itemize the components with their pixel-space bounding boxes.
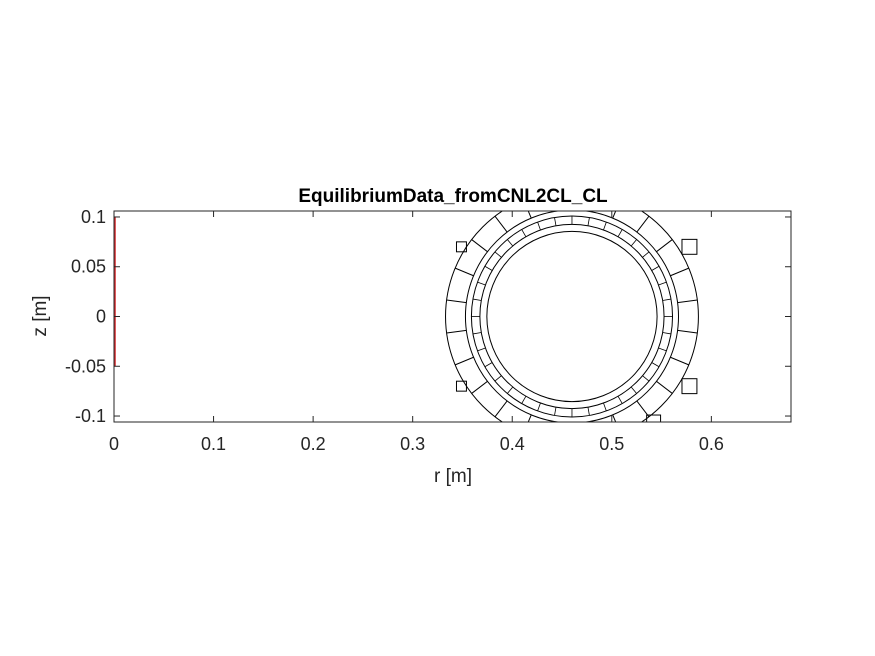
x-axis-label: r [m] (434, 466, 472, 487)
vessel-inner-segment-line (642, 251, 650, 258)
vessel-inner-segment-line (494, 251, 502, 258)
vessel-segment-line (612, 211, 617, 219)
vessel-inner-segment-line (477, 281, 486, 286)
vessel-segment-line (494, 215, 508, 233)
vessel-segment-line (494, 400, 508, 418)
x-tick-label: 0.5 (599, 434, 624, 454)
vessel-ring-5 (445, 211, 699, 422)
vessel-inner-segment-line (617, 229, 623, 237)
vessel-segment-line (612, 414, 617, 422)
vessel-inner-segment-line (494, 375, 502, 382)
y-tick-label: 0.1 (81, 207, 106, 227)
y-axis-label: z [m] (30, 295, 51, 336)
vessel-segment-line (670, 356, 689, 366)
vessel-segment-line (656, 380, 673, 394)
y-tick-label: -0.1 (75, 406, 106, 426)
vessel-segment-line (636, 215, 650, 233)
vessel-inner-segment-line (537, 221, 541, 231)
vessel-segment-line (636, 400, 650, 418)
vessel-segment-line (471, 380, 488, 394)
vessel-ring-4 (464, 211, 679, 422)
vessel-segment-line (446, 329, 467, 334)
vessel-segment-line (527, 211, 532, 219)
vessel-inner-segment-line (603, 402, 607, 412)
vessel-inner-segment-line (617, 396, 623, 404)
vessel-inner-segment-line (472, 298, 482, 301)
vessel-inner-segment-line (507, 386, 514, 394)
vessel-inner-segment-line (472, 332, 482, 335)
chart-title: EquilibriumData_fromCNL2CL_CL (298, 186, 608, 207)
vessel-inner-segment-line (554, 407, 557, 416)
vessel-segment-line (471, 239, 488, 253)
y-tick-label: 0 (96, 307, 106, 327)
vessel-inner-segment-line (477, 347, 486, 352)
coil-5 (646, 414, 662, 422)
vessel-inner-segment-line (587, 217, 590, 226)
vessel-ring-1 (486, 230, 658, 403)
vessel-inner-segment-line (658, 281, 667, 286)
vessel-inner-segment-line (587, 407, 590, 416)
vessel-inner-segment-line (651, 362, 660, 368)
vessel-inner-segment-line (662, 298, 672, 301)
vessel-segment-line (446, 299, 467, 304)
x-tick-label: 0.4 (500, 434, 525, 454)
coil-1 (455, 241, 467, 253)
vessel-segment-line (454, 267, 474, 277)
coil-3 (681, 238, 698, 255)
x-tick-label: 0 (109, 434, 119, 454)
x-tick-label: 0.3 (400, 434, 425, 454)
vessel-inner-segment-line (521, 229, 527, 237)
vessel-segment-line (677, 329, 698, 334)
plot-area (114, 211, 699, 422)
y-tick-label: 0.05 (71, 257, 106, 277)
y-tick-label: -0.05 (65, 356, 106, 376)
x-tick-label: 0.6 (699, 434, 724, 454)
vessel-inner-segment-line (662, 332, 672, 335)
vessel-inner-segment-line (630, 239, 637, 247)
vessel-inner-segment-line (658, 347, 667, 352)
vessel-inner-segment-line (642, 375, 650, 382)
vessel-inner-segment-line (630, 386, 637, 394)
vessel-inner-segment-line (537, 402, 541, 412)
vessel-inner-segment-line (521, 396, 527, 404)
vessel-inner-segment-line (554, 217, 557, 226)
vessel-inner-segment-line (507, 239, 514, 247)
vessel-inner-segment-line (651, 265, 660, 271)
vessel-segment-line (527, 414, 532, 422)
vessel-segment-line (677, 299, 698, 304)
vessel-segment-line (670, 267, 689, 277)
vessel-inner-segment-line (484, 362, 493, 368)
x-tick-label: 0.2 (301, 434, 326, 454)
x-tick-label: 0.1 (201, 434, 226, 454)
coil-2 (455, 380, 467, 392)
vessel-segment-line (656, 239, 673, 253)
vessel-segment-line (454, 356, 474, 366)
axis-ticks: 0 0.1 0.2 0.3 0.4 0.5 0.6 -0.1 -0.05 0 0.05 0.1 (65, 207, 791, 454)
vessel-inner-segment-line (603, 221, 607, 231)
vessel-inner-segment-line (484, 265, 493, 271)
coil-4 (681, 378, 698, 395)
